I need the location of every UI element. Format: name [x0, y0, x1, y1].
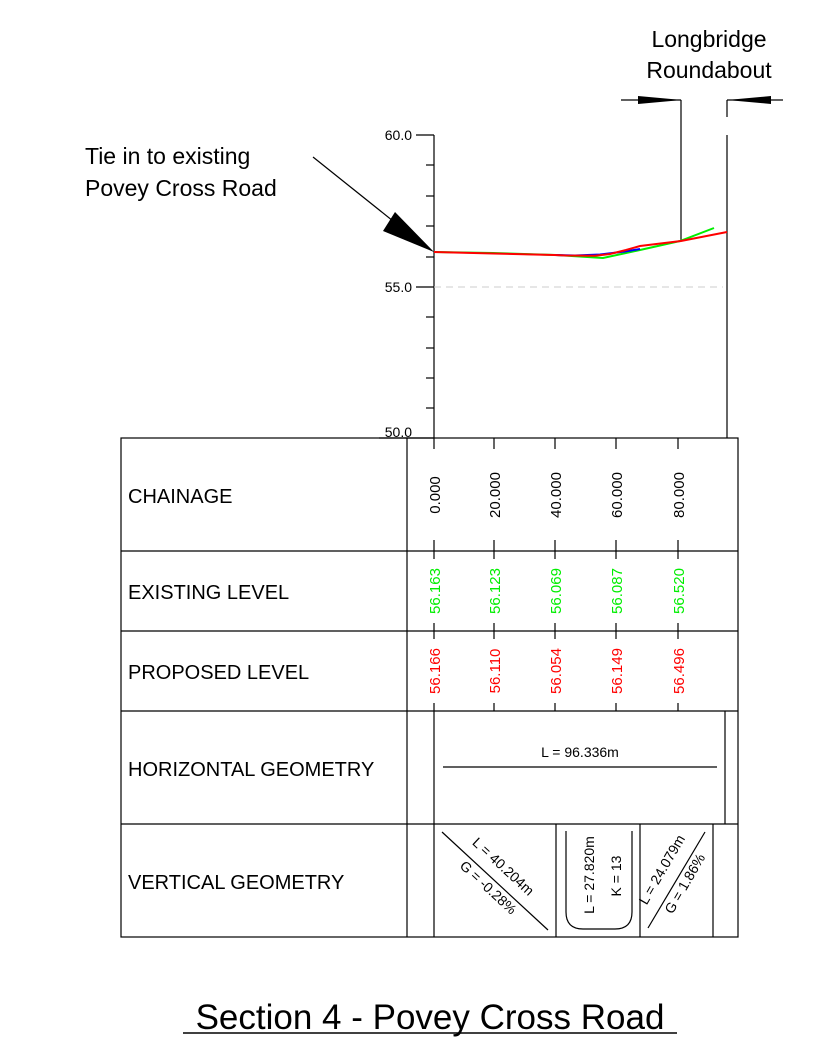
- chainage-value: 80.000: [671, 472, 688, 518]
- chainage-value: 60.000: [609, 472, 626, 518]
- row-label-proposed-level: PROPOSED LEVEL: [128, 662, 309, 684]
- proposed-level-value: 56.166: [427, 648, 444, 694]
- existing-level-value: 56.123: [487, 568, 504, 614]
- existing-level-value: 56.087: [609, 568, 626, 614]
- grade1-line: [441, 831, 549, 931]
- tie-in-label-line1: Tie in to existing: [85, 143, 250, 169]
- existing-level-value: 56.163: [427, 568, 444, 614]
- roundabout-label-line2: Roundabout: [646, 57, 772, 83]
- chainage-value: 20.000: [487, 472, 504, 518]
- horizontal-length-label: L = 96.336m: [541, 744, 619, 760]
- existing-level-value: 56.069: [548, 568, 565, 614]
- axis-tick-label: 50.0: [385, 424, 412, 440]
- roundabout-extent-marker: [621, 96, 783, 241]
- axis-tick-label: 55.0: [385, 279, 412, 295]
- chainage-value: 0.000: [427, 476, 444, 514]
- proposed-level-value: 56.149: [609, 648, 626, 694]
- row-label-existing-level: EXISTING LEVEL: [128, 582, 289, 604]
- chainage-value: 40.000: [548, 472, 565, 518]
- row-label-horizontal-geometry: HORIZONTAL GEOMETRY: [128, 759, 374, 781]
- proposed-level-profile: [433, 231, 728, 257]
- tie-in-label-line2: Povey Cross Road: [85, 175, 277, 201]
- data-table-grid: [120, 437, 739, 938]
- drawing-title: Section 4 - Povey Cross Road: [196, 998, 665, 1037]
- proposed-level-value: 56.110: [487, 649, 504, 694]
- curve-k-label: K = 13: [608, 855, 624, 896]
- axis-tick-label: 60.0: [385, 127, 412, 143]
- row-label-vertical-geometry: VERTICAL GEOMETRY: [128, 872, 344, 894]
- row-label-chainage: CHAINAGE: [128, 486, 232, 508]
- existing-level-value: 56.520: [671, 568, 688, 614]
- sag-curve-symbol: [565, 831, 633, 930]
- proposed-level-value: 56.054: [548, 648, 565, 694]
- proposed-level-value: 56.496: [671, 648, 688, 694]
- curve-length-label: L = 27.820m: [581, 836, 597, 914]
- tie-in-leader-arrow: [312, 156, 434, 252]
- roundabout-label-line1: Longbridge: [651, 26, 766, 52]
- grade2-line: [647, 831, 706, 929]
